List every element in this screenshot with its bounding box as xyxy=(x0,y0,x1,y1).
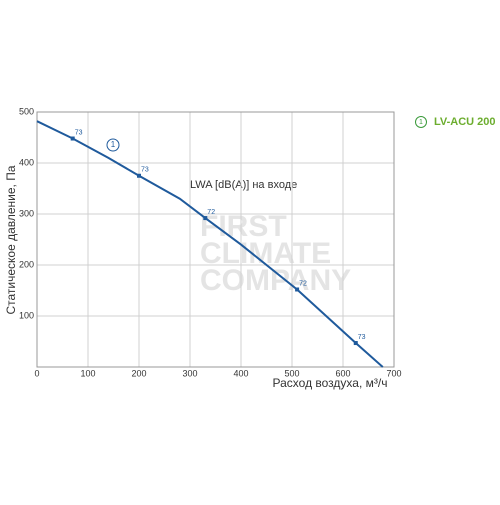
legend-label: LV-ACU 200 xyxy=(434,116,496,128)
watermark-text: COMPANY xyxy=(200,264,351,297)
point-marker xyxy=(295,287,300,292)
curve-label: 1 xyxy=(111,140,116,149)
x-tick-label: 300 xyxy=(182,368,197,378)
x-tick-label: 200 xyxy=(131,368,146,378)
annotation: LWA [dB(A)] на входе xyxy=(190,179,297,191)
point-marker xyxy=(353,341,358,346)
point-label: 73 xyxy=(358,334,366,341)
point-label: 72 xyxy=(299,280,307,287)
y-tick-label: 200 xyxy=(19,259,34,269)
point-label: 72 xyxy=(207,209,215,216)
x-tick-label: 500 xyxy=(284,368,299,378)
legend-label-number: 1 xyxy=(419,119,423,126)
y-axis-label: Статическое давление, Па xyxy=(4,165,18,314)
y-tick-label: 400 xyxy=(19,157,34,167)
x-tick-label: 0 xyxy=(34,368,39,378)
plot-frame xyxy=(36,111,395,368)
curve xyxy=(36,120,384,368)
watermark-text: FIRST xyxy=(200,210,287,243)
x-axis-label: Расход воздуха, м³/ч xyxy=(273,376,388,390)
y-tick-label: 300 xyxy=(19,208,34,218)
watermark: FIRST CLIMATE COMPANY xyxy=(200,210,351,297)
point-marker xyxy=(203,216,208,221)
x-tick-label: 600 xyxy=(335,368,350,378)
point-label: 73 xyxy=(141,167,149,174)
curve-label-circle xyxy=(106,138,120,152)
x-tick-label: 100 xyxy=(80,368,95,378)
point-label: 73 xyxy=(75,129,83,136)
y-tick-label: 100 xyxy=(19,310,34,320)
y-tick-label: 500 xyxy=(19,106,34,116)
point-marker xyxy=(70,136,75,141)
point-marker xyxy=(137,173,141,178)
x-tick-label: 700 xyxy=(386,368,401,378)
legend-circle xyxy=(415,116,427,128)
x-tick-label: 400 xyxy=(233,368,248,378)
